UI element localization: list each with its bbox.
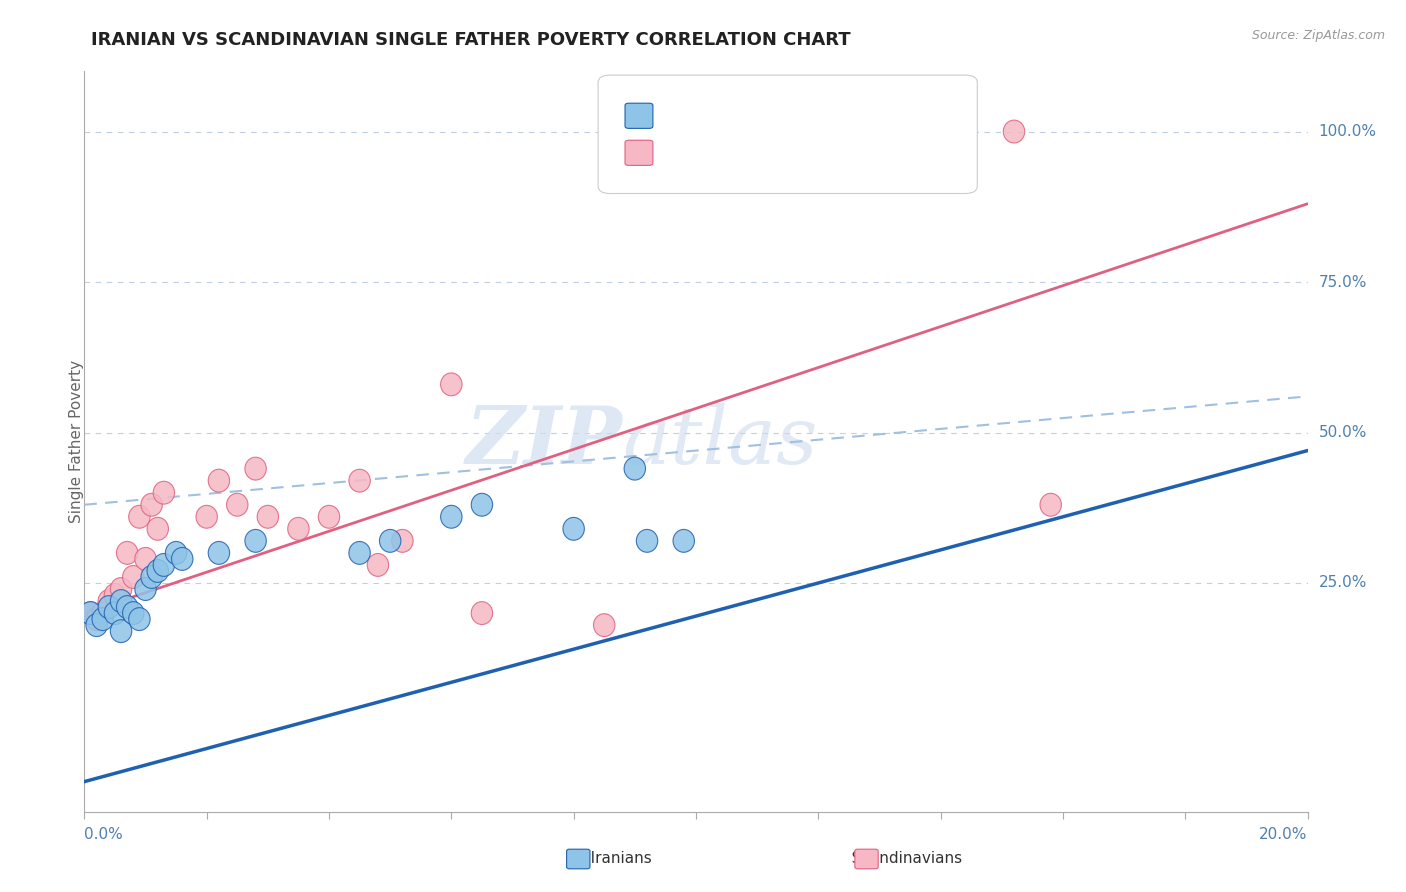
Ellipse shape	[117, 541, 138, 565]
Ellipse shape	[86, 614, 107, 637]
Ellipse shape	[208, 469, 229, 492]
Ellipse shape	[129, 607, 150, 631]
Ellipse shape	[117, 596, 138, 618]
Ellipse shape	[80, 601, 101, 624]
Text: N = 26: N = 26	[824, 107, 891, 125]
Ellipse shape	[195, 506, 218, 528]
Ellipse shape	[80, 601, 101, 624]
Ellipse shape	[226, 493, 247, 516]
Ellipse shape	[257, 506, 278, 528]
Ellipse shape	[1040, 493, 1062, 516]
Ellipse shape	[166, 541, 187, 565]
Ellipse shape	[172, 548, 193, 570]
Text: 25.0%: 25.0%	[1319, 575, 1367, 591]
Text: R = 0.443: R = 0.443	[690, 107, 787, 125]
Y-axis label: Single Father Poverty: Single Father Poverty	[69, 360, 83, 523]
Ellipse shape	[86, 607, 107, 631]
Ellipse shape	[110, 620, 132, 642]
Text: 50.0%: 50.0%	[1319, 425, 1367, 440]
Ellipse shape	[129, 506, 150, 528]
Text: Source: ZipAtlas.com: Source: ZipAtlas.com	[1251, 29, 1385, 42]
Ellipse shape	[148, 559, 169, 582]
Text: 0.0%: 0.0%	[84, 827, 124, 842]
FancyBboxPatch shape	[598, 75, 977, 194]
Ellipse shape	[349, 541, 370, 565]
Ellipse shape	[122, 601, 143, 624]
Text: 75.0%: 75.0%	[1319, 275, 1367, 290]
Ellipse shape	[98, 596, 120, 618]
Ellipse shape	[141, 493, 162, 516]
Ellipse shape	[153, 482, 174, 504]
Ellipse shape	[471, 601, 492, 624]
Ellipse shape	[110, 578, 132, 600]
Text: R = 0.510: R = 0.510	[690, 144, 787, 161]
Ellipse shape	[562, 517, 585, 541]
Ellipse shape	[807, 120, 830, 143]
Ellipse shape	[104, 583, 125, 607]
Ellipse shape	[624, 458, 645, 480]
Text: ZIP: ZIP	[465, 403, 623, 480]
FancyBboxPatch shape	[626, 140, 652, 165]
Ellipse shape	[380, 530, 401, 552]
Text: atlas: atlas	[623, 403, 818, 480]
Ellipse shape	[245, 458, 266, 480]
Ellipse shape	[135, 578, 156, 600]
Text: Iranians: Iranians	[576, 851, 652, 865]
Ellipse shape	[593, 614, 614, 637]
Text: Scandinavians: Scandinavians	[837, 851, 962, 865]
Ellipse shape	[637, 530, 658, 552]
Ellipse shape	[440, 506, 463, 528]
Ellipse shape	[135, 548, 156, 570]
Ellipse shape	[104, 601, 125, 624]
Ellipse shape	[245, 530, 266, 552]
Ellipse shape	[673, 530, 695, 552]
Text: 20.0%: 20.0%	[1260, 827, 1308, 842]
Text: IRANIAN VS SCANDINAVIAN SINGLE FATHER POVERTY CORRELATION CHART: IRANIAN VS SCANDINAVIAN SINGLE FATHER PO…	[91, 31, 851, 49]
Ellipse shape	[141, 566, 162, 589]
Ellipse shape	[98, 590, 120, 613]
Ellipse shape	[471, 493, 492, 516]
Ellipse shape	[392, 530, 413, 552]
FancyBboxPatch shape	[626, 103, 652, 128]
Ellipse shape	[367, 554, 388, 576]
Ellipse shape	[91, 607, 114, 631]
Ellipse shape	[110, 590, 132, 613]
Ellipse shape	[349, 469, 370, 492]
Ellipse shape	[148, 517, 169, 541]
Ellipse shape	[288, 517, 309, 541]
Text: N = 29: N = 29	[824, 144, 891, 161]
Ellipse shape	[440, 373, 463, 396]
Text: 100.0%: 100.0%	[1319, 124, 1376, 139]
Ellipse shape	[91, 601, 114, 624]
Ellipse shape	[122, 566, 143, 589]
Ellipse shape	[208, 541, 229, 565]
Ellipse shape	[1004, 120, 1025, 143]
Ellipse shape	[318, 506, 340, 528]
Ellipse shape	[153, 554, 174, 576]
